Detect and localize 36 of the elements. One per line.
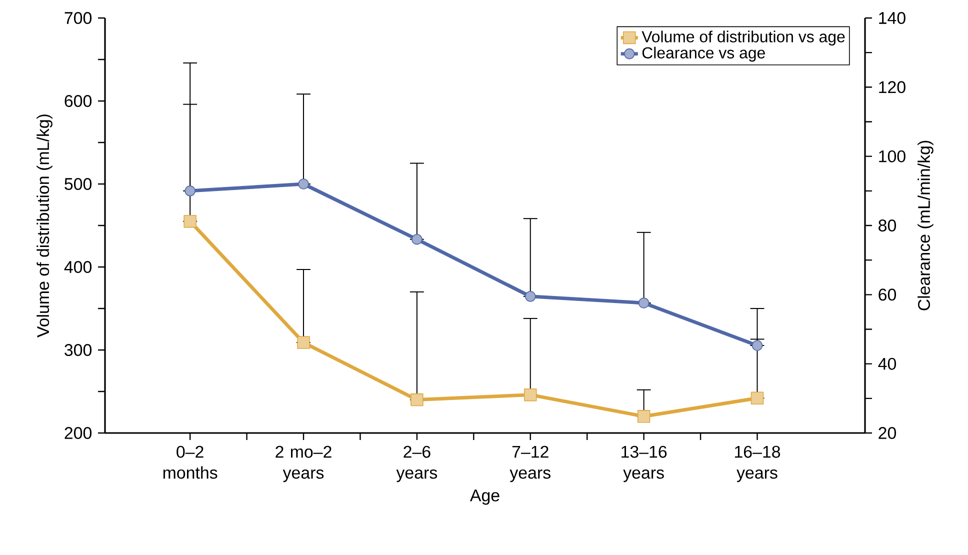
y-tick-label: 600: [64, 95, 92, 107]
point: [412, 234, 422, 245]
y2-axis-title: Clearance (mL/min/kg): [918, 140, 934, 310]
x-tick-label: 0–2 months: [163, 446, 218, 479]
x-tick-label: 7–12 years: [510, 446, 550, 482]
x-tick-label: 2 mo–2 years: [276, 446, 332, 482]
point: [524, 388, 537, 402]
y-tick-label: 700: [64, 12, 92, 24]
point: [410, 393, 424, 406]
x-tick-label: 16–18 years: [734, 446, 780, 482]
y-tick-label: 300: [64, 344, 92, 356]
y2-tick-label: 120: [879, 81, 906, 94]
point: [752, 340, 763, 351]
point: [638, 298, 650, 308]
y2-tick-label: 60: [878, 288, 896, 301]
point: [184, 186, 196, 196]
y-axis-title: Volume of distribution (mL/kg): [36, 114, 52, 338]
y2-tick-label: 100: [879, 150, 906, 162]
legend-label: Volume of distribution vs age: [642, 30, 845, 46]
y2-tick-label: 40: [878, 358, 896, 370]
x-axis-title: Age: [470, 490, 500, 505]
point: [637, 410, 650, 423]
y-tick-label: 500: [64, 178, 92, 190]
y-tick-label: 200: [64, 427, 92, 439]
point: [297, 336, 310, 349]
y-tick-label: 400: [64, 261, 92, 273]
point: [525, 291, 536, 302]
point: [750, 392, 764, 405]
y2-tick-label: 140: [879, 12, 906, 24]
y2-tick-label: 80: [878, 220, 896, 232]
x-tick-label: 2–6 years: [396, 446, 438, 482]
x-tick-label: 13–16 years: [622, 446, 667, 482]
y2-tick-label: 20: [878, 427, 896, 439]
legend-label: Clearance vs age: [642, 46, 765, 62]
point: [184, 214, 196, 228]
point: [298, 178, 309, 190]
